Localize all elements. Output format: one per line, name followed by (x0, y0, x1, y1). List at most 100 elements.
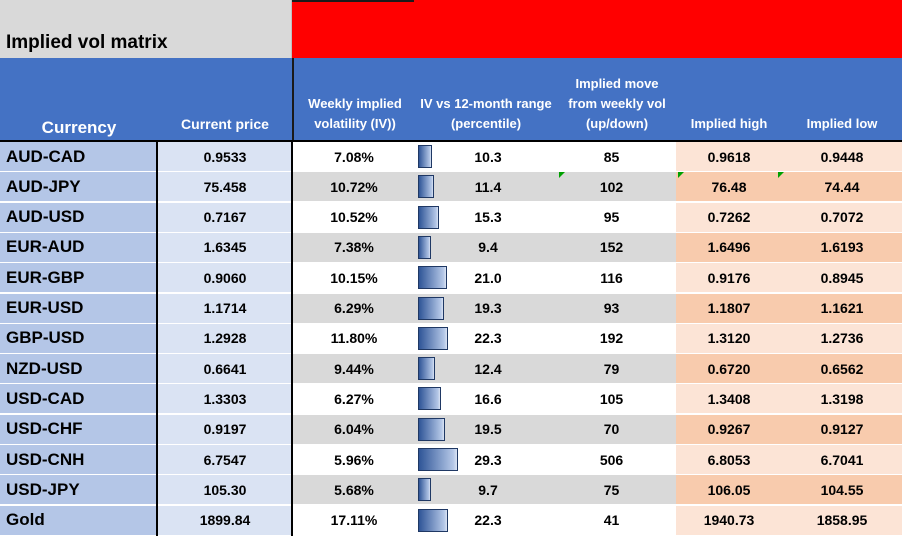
implied-high-cell[interactable]: 0.7262 (676, 202, 782, 233)
implied-move-cell[interactable]: 41 (547, 505, 676, 536)
current-price-cell[interactable]: 1.6345 (158, 232, 292, 263)
implied-move-cell[interactable]: 93 (547, 293, 676, 324)
iv-percentile-cell[interactable]: 19.3 (416, 293, 547, 324)
currency-cell[interactable]: USD-CNH (0, 445, 158, 475)
current-price-cell[interactable]: 0.6641 (158, 354, 292, 385)
header-implied-high[interactable]: Implied high (690, 116, 768, 131)
implied-move-cell[interactable]: 79 (547, 354, 676, 385)
iv-percentile-cell[interactable]: 21.0 (416, 263, 547, 294)
current-price-cell[interactable]: 105.30 (158, 475, 292, 506)
implied-low-cell[interactable]: 0.6562 (782, 354, 902, 385)
current-price-cell[interactable]: 75.458 (158, 172, 292, 203)
currency-cell[interactable]: EUR-GBP (0, 263, 158, 294)
iv-percentile-cell[interactable]: 9.7 (416, 475, 547, 506)
implied-high-cell[interactable]: 106.05 (676, 475, 782, 506)
implied-low-cell[interactable]: 6.7041 (782, 445, 902, 475)
weekly-iv-cell[interactable]: 7.08% (292, 142, 416, 172)
iv-percentile-cell[interactable]: 9.4 (416, 232, 547, 263)
implied-move-cell[interactable]: 116 (547, 263, 676, 294)
iv-percentile-cell[interactable]: 15.3 (416, 202, 547, 233)
weekly-iv-cell[interactable]: 6.27% (292, 384, 416, 415)
weekly-iv-cell[interactable]: 10.15% (292, 263, 416, 294)
implied-high-cell[interactable]: 1.6496 (676, 232, 782, 263)
implied-high-cell[interactable]: 76.48 (676, 172, 782, 203)
weekly-iv-cell[interactable]: 6.29% (292, 293, 416, 324)
header-implied-low[interactable]: Implied low (806, 116, 878, 131)
iv-percentile-cell[interactable]: 19.5 (416, 414, 547, 445)
weekly-iv-cell[interactable]: 10.72% (292, 172, 416, 203)
implied-move-cell[interactable]: 102 (547, 172, 676, 203)
implied-move-cell[interactable]: 152 (547, 232, 676, 263)
implied-high-cell[interactable]: 0.9267 (676, 414, 782, 445)
implied-move-cell[interactable]: 70 (547, 414, 676, 445)
currency-cell[interactable]: AUD-JPY (0, 172, 158, 203)
implied-low-cell[interactable]: 1.1621 (782, 293, 902, 324)
header-currency[interactable]: Currency (41, 118, 117, 137)
current-price-cell[interactable]: 0.9197 (158, 414, 292, 445)
implied-low-cell[interactable]: 0.9127 (782, 414, 902, 445)
implied-move-cell[interactable]: 85 (547, 142, 676, 172)
implied-low-cell[interactable]: 1.6193 (782, 232, 902, 263)
implied-move-cell[interactable]: 105 (547, 384, 676, 415)
currency-cell[interactable]: USD-JPY (0, 475, 158, 506)
implied-low-cell[interactable]: 0.8945 (782, 263, 902, 294)
implied-high-cell[interactable]: 0.6720 (676, 354, 782, 385)
current-price-cell[interactable]: 1.2928 (158, 323, 292, 354)
implied-move-cell[interactable]: 75 (547, 475, 676, 506)
header-implied-move[interactable]: Implied move from weekly vol (up/down) (568, 76, 666, 131)
iv-percentile-cell[interactable]: 10.3 (416, 142, 547, 172)
implied-low-cell[interactable]: 0.9448 (782, 142, 902, 172)
header-iv-range[interactable]: IV vs 12-month range (percentile) (420, 96, 552, 131)
implied-move-cell[interactable]: 506 (547, 445, 676, 475)
weekly-iv-cell[interactable]: 17.11% (292, 505, 416, 536)
title-red-band[interactable] (292, 0, 902, 58)
currency-cell[interactable]: AUD-CAD (0, 142, 158, 172)
iv-percentile-cell[interactable]: 29.3 (416, 445, 547, 475)
implied-low-cell[interactable]: 1.2736 (782, 323, 902, 354)
weekly-iv-cell[interactable]: 9.44% (292, 354, 416, 385)
implied-high-cell[interactable]: 6.8053 (676, 445, 782, 475)
implied-high-cell[interactable]: 0.9176 (676, 263, 782, 294)
weekly-iv-cell[interactable]: 5.96% (292, 445, 416, 475)
implied-move-cell[interactable]: 192 (547, 323, 676, 354)
weekly-iv-cell[interactable]: 11.80% (292, 323, 416, 354)
currency-cell[interactable]: GBP-USD (0, 323, 158, 354)
implied-low-cell[interactable]: 1858.95 (782, 505, 902, 536)
iv-percentile-cell[interactable]: 22.3 (416, 505, 547, 536)
header-weekly-iv[interactable]: Weekly implied volatility (IV)) (308, 96, 402, 131)
implied-low-cell[interactable]: 0.7072 (782, 202, 902, 233)
implied-move-cell[interactable]: 95 (547, 202, 676, 233)
weekly-iv-cell[interactable]: 10.52% (292, 202, 416, 233)
current-price-cell[interactable]: 0.7167 (158, 202, 292, 233)
weekly-iv-cell[interactable]: 5.68% (292, 475, 416, 506)
current-price-cell[interactable]: 1.3303 (158, 384, 292, 415)
currency-cell[interactable]: EUR-USD (0, 293, 158, 324)
currency-cell[interactable]: USD-CAD (0, 384, 158, 415)
implied-high-cell[interactable]: 0.9618 (676, 142, 782, 172)
implied-high-cell[interactable]: 1.3408 (676, 384, 782, 415)
title-cell[interactable]: Implied vol matrix (0, 0, 292, 58)
iv-percentile-cell[interactable]: 16.6 (416, 384, 547, 415)
currency-cell[interactable]: EUR-AUD (0, 232, 158, 263)
current-price-cell[interactable]: 1.1714 (158, 293, 292, 324)
currency-cell[interactable]: AUD-USD (0, 202, 158, 233)
currency-cell[interactable]: Gold (0, 505, 158, 536)
header-current-price[interactable]: Current price (181, 116, 269, 132)
weekly-iv-cell[interactable]: 7.38% (292, 232, 416, 263)
current-price-cell[interactable]: 1899.84 (158, 505, 292, 536)
iv-percentile-cell[interactable]: 12.4 (416, 354, 547, 385)
current-price-cell[interactable]: 0.9060 (158, 263, 292, 294)
current-price-cell[interactable]: 0.9533 (158, 142, 292, 172)
current-price-cell[interactable]: 6.7547 (158, 445, 292, 475)
currency-cell[interactable]: USD-CHF (0, 414, 158, 445)
implied-high-cell[interactable]: 1.3120 (676, 323, 782, 354)
weekly-iv-cell[interactable]: 6.04% (292, 414, 416, 445)
implied-low-cell[interactable]: 1.3198 (782, 384, 902, 415)
currency-cell[interactable]: NZD-USD (0, 354, 158, 385)
implied-low-cell[interactable]: 104.55 (782, 475, 902, 506)
implied-low-cell[interactable]: 74.44 (782, 172, 902, 203)
iv-percentile-cell[interactable]: 22.3 (416, 323, 547, 354)
iv-percentile-cell[interactable]: 11.4 (416, 172, 547, 203)
implied-high-cell[interactable]: 1940.73 (676, 505, 782, 536)
implied-high-cell[interactable]: 1.1807 (676, 293, 782, 324)
